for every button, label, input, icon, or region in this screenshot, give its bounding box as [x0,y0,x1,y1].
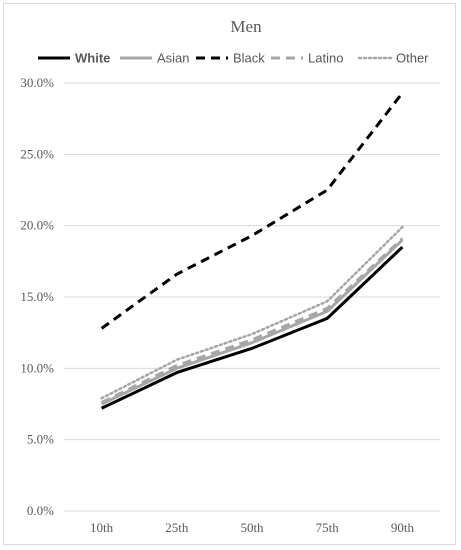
series-line-other [100,225,404,400]
y-tick-label: 30.0% [20,75,54,90]
y-axis-ticks: 0.0% 5.0% 10.0% 15.0% 20.0% 25.0% 30.0% [20,75,54,518]
y-tick-label: 15.0% [20,289,54,304]
x-tick-label: 75th [316,520,340,535]
series-line-black [100,92,404,330]
gridlines [64,82,440,512]
series-lines [100,92,404,410]
chart-frame [3,3,456,545]
y-tick-label: 0.0% [27,503,54,518]
legend-label-white: White [75,51,110,66]
x-tick-label: 25th [165,520,189,535]
series-line-white [100,245,404,410]
x-axis-ticks: 10th 25th 50th 75th 90th [90,520,414,535]
y-tick-label: 25.0% [20,146,54,161]
x-tick-label: 90th [391,520,415,535]
series-line-latino [100,237,404,404]
y-tick-label: 10.0% [20,360,54,375]
legend: White Asian Black Latino Other [38,51,429,66]
legend-label-asian: Asian [157,51,190,66]
legend-label-black: Black [233,51,265,66]
x-tick-label: 50th [240,520,264,535]
legend-label-latino: Latino [308,51,343,66]
y-tick-label: 5.0% [27,432,54,447]
y-tick-label: 20.0% [20,218,54,233]
legend-label-other: Other [396,51,429,66]
series-line-asian [100,238,404,406]
chart-title: Men [230,17,262,36]
x-tick-label: 10th [90,520,114,535]
